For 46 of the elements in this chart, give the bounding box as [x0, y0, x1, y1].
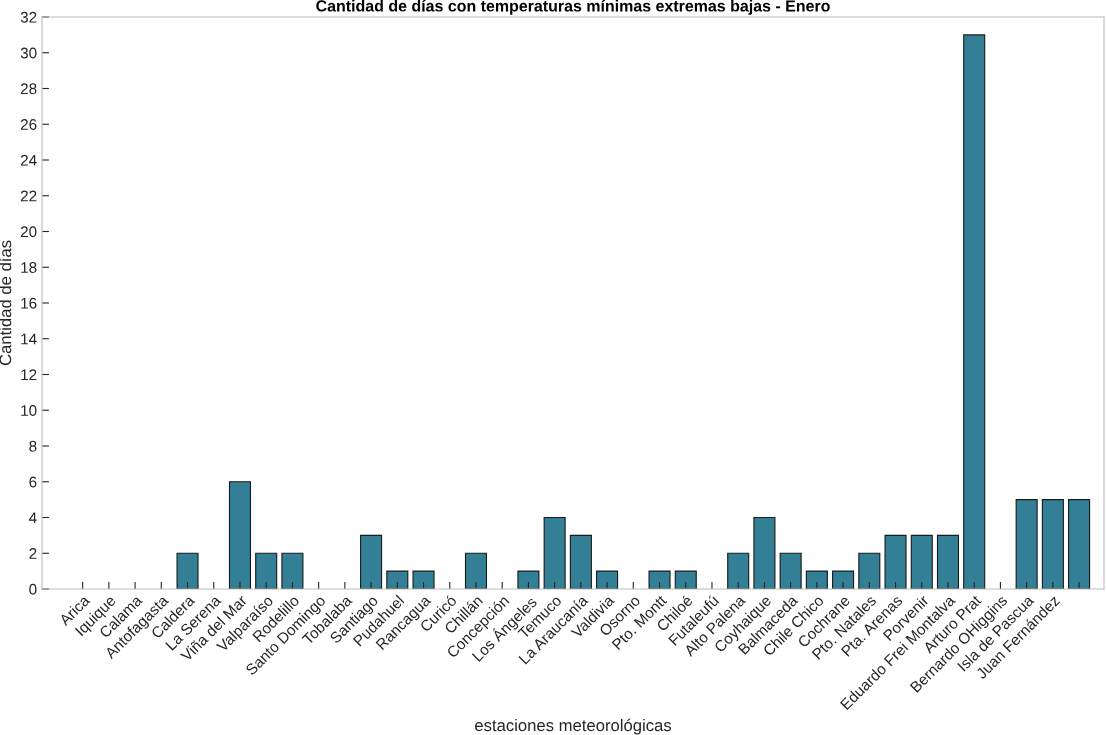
- bar: [858, 552, 881, 589]
- bar: [727, 552, 750, 589]
- y-tick-label: 28: [20, 83, 37, 95]
- bar: [517, 570, 540, 589]
- bar: [1015, 499, 1038, 589]
- y-tick-label: 12: [21, 369, 37, 381]
- y-tick-label: 6: [29, 476, 37, 488]
- bar: [228, 481, 252, 589]
- bar: [910, 534, 933, 589]
- y-tick-label: 32: [20, 11, 37, 23]
- bar: [779, 552, 802, 589]
- bar: [936, 534, 960, 589]
- bar: [753, 516, 776, 589]
- bar: [648, 570, 671, 589]
- bar: [543, 516, 566, 589]
- y-tick-label: 4: [28, 512, 37, 524]
- bar: [805, 570, 828, 589]
- y-tick-label: 20: [20, 226, 37, 238]
- y-tick-label: 24: [20, 154, 37, 166]
- y-tick-label: 14: [21, 333, 37, 345]
- bar: [412, 570, 435, 589]
- y-tick-label: 26: [20, 119, 37, 130]
- x-axis-title: estaciones meteorológicas: [475, 718, 672, 735]
- y-tick-label: 8: [29, 440, 37, 452]
- chart-title: Cantidad de días con temperaturas mínimas extremas bajas - Enero: [316, 0, 830, 15]
- bar: [674, 570, 697, 589]
- bar: [1068, 499, 1091, 589]
- bar: [569, 534, 592, 589]
- y-tick-label: 22: [20, 190, 37, 202]
- y-tick-label: 0: [29, 583, 37, 595]
- bar: [281, 552, 304, 589]
- y-tick-label: 16: [21, 297, 37, 309]
- bar: [963, 34, 986, 589]
- y-tick-label: 18: [21, 262, 37, 273]
- y-tick-label: 30: [20, 47, 37, 59]
- bar: [255, 552, 278, 589]
- bar: [464, 552, 488, 589]
- bar: [832, 570, 855, 589]
- bar: [884, 534, 907, 589]
- y-tick-label: 10: [21, 405, 37, 416]
- y-tick-label: 2: [29, 548, 37, 559]
- bar: [596, 570, 619, 589]
- bar: [386, 570, 409, 589]
- bar: [360, 534, 383, 589]
- bar: [176, 552, 199, 589]
- bar: [1041, 499, 1064, 589]
